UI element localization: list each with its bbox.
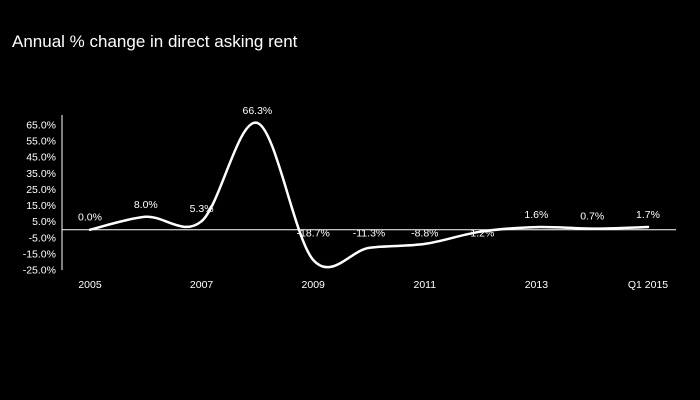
y-tick-label: 15.0%: [26, 200, 56, 212]
series-line: [88, 121, 650, 269]
data-point: [479, 230, 482, 233]
y-tick-label: 65.0%: [26, 120, 56, 132]
x-tick-label: 2005: [78, 279, 102, 291]
y-axis: 65.0% 55.0% 45.0% 35.0% 25.0% 15.0% 5.0% -5.0% -…: [23, 115, 63, 277]
data-point: [144, 215, 147, 219]
data-labels: 0.0% 8.0% 5.3% 66.3% -18.7% -11.3% -8.8% -1.2% 1…: [78, 105, 660, 240]
x-tick-label: 2007: [190, 279, 214, 291]
data-point: [256, 121, 259, 125]
y-tick-label: 5.0%: [32, 216, 56, 228]
y-tick-label: -5.0%: [29, 232, 56, 244]
y-tick-label: 25.0%: [26, 184, 56, 196]
y-tick-label: -15.0%: [23, 248, 56, 260]
y-tick-label: 35.0%: [26, 168, 56, 180]
data-label: -11.3%: [353, 228, 386, 240]
data-label: 0.0%: [78, 212, 102, 224]
data-point: [535, 225, 538, 229]
y-tick-label: 55.0%: [26, 136, 56, 148]
data-point: [200, 219, 203, 223]
data-label: -18.7%: [297, 228, 330, 240]
y-tick-label: 45.0%: [26, 152, 56, 164]
chart-title: Annual % change in direct asking rent: [12, 32, 298, 51]
x-tick-label: 2013: [525, 279, 549, 291]
data-label: 5.3%: [190, 203, 214, 215]
data-label: 0.7%: [580, 211, 604, 223]
x-tick-label: Q1 2015: [628, 279, 668, 291]
data-label: -8.8%: [411, 228, 438, 240]
data-point: [591, 227, 594, 230]
x-tick-label: 2011: [414, 279, 437, 291]
x-axis: 2005 2007 2009 2011 2013 Q1 2015: [62, 229, 676, 291]
data-point: [646, 225, 650, 229]
data-point: [312, 258, 315, 262]
y-tick-label: -25.0%: [23, 265, 56, 277]
x-tick-label: 2009: [302, 279, 326, 291]
data-label: -1.2%: [467, 228, 494, 240]
data-label: 1.6%: [524, 209, 548, 221]
data-label: 66.3%: [243, 105, 273, 117]
data-point: [423, 242, 426, 246]
data-label: 8.0%: [134, 199, 158, 211]
data-point: [367, 246, 371, 250]
data-label: 1.7%: [636, 209, 660, 221]
series-layer: [88, 121, 650, 269]
data-point: [88, 228, 92, 231]
